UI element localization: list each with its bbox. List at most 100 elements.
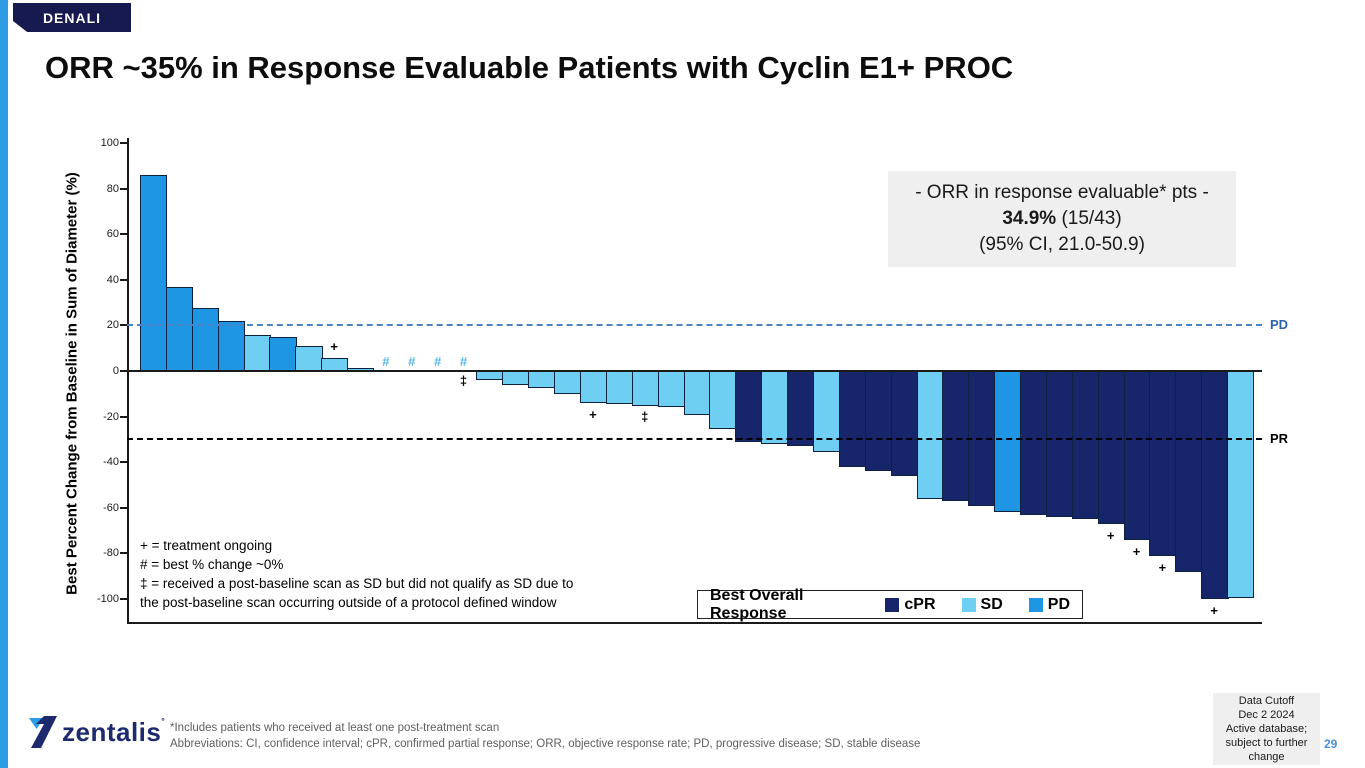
y-axis-tick	[120, 552, 127, 555]
marker-hash: #	[408, 354, 416, 369]
waterfall-bar	[502, 371, 530, 385]
waterfall-bar	[1020, 371, 1048, 515]
data-cutoff-box: Data Cutoff Dec 2 2024 Active database; sub…	[1213, 693, 1320, 765]
waterfall-bar	[864, 371, 893, 472]
trial-badge: DENALI	[13, 3, 131, 32]
waterfall-bar	[605, 371, 634, 405]
y-axis-tick	[120, 598, 127, 600]
y-axis-tick	[120, 415, 127, 418]
waterfall-bar	[1227, 371, 1255, 598]
waterfall-bar	[916, 371, 944, 499]
waterfall-bar	[890, 371, 918, 476]
trial-badge-label: DENALI	[42, 9, 102, 26]
footnote-abbreviations: Abbreviations: CI, confidence interval; …	[170, 738, 921, 750]
legend-swatch-cpr	[885, 597, 900, 612]
y-axis-tick	[120, 142, 127, 144]
legend-swatch-pd	[1028, 597, 1043, 612]
marker-plus: +	[1210, 603, 1218, 618]
legend-title: Best Overall Response	[710, 586, 804, 622]
waterfall-bar	[1175, 371, 1203, 572]
data-cutoff-line: Data Cutoff	[1238, 695, 1295, 707]
y-axis-tick-label: -40	[103, 456, 119, 469]
left-accent-stripe	[0, 0, 8, 768]
waterfall-bar	[1071, 371, 1100, 520]
note-hash: # = best % change ~0%	[140, 557, 284, 572]
marker-plus: +	[589, 406, 597, 422]
waterfall-bar	[1097, 371, 1125, 524]
data-cutoff-line: Dec 2 2024	[1238, 709, 1295, 721]
waterfall-bar	[528, 371, 556, 389]
y-axis-tick-label: 40	[106, 273, 119, 286]
x-axis	[127, 622, 1262, 624]
marker-hash: #	[382, 354, 390, 369]
waterfall-bar	[243, 334, 271, 371]
pr-threshold-label: PR	[1270, 431, 1289, 447]
zentalis-logo-text: zentalis˚	[62, 717, 166, 748]
y-axis-tick	[120, 278, 127, 281]
waterfall-bar	[631, 371, 660, 407]
slide-title: ORR ~35% in Response Evaluable Patients …	[45, 50, 1014, 85]
waterfall-bar	[554, 371, 582, 394]
legend-entry-sd: SD	[961, 595, 1003, 614]
waterfall-bar	[761, 371, 789, 444]
legend-label: PD	[1047, 595, 1070, 613]
waterfall-bar	[787, 371, 815, 447]
footnotes: *Includes patients who received at least…	[170, 720, 1070, 752]
pd-threshold-label: PD	[1270, 317, 1289, 333]
marker-plus: +	[1158, 559, 1167, 575]
logo-wordmark: zentalis	[62, 716, 162, 747]
waterfall-bar	[321, 358, 349, 371]
waterfall-bar	[476, 371, 504, 381]
orr-box-line3: (95% CI, 21.0-50.9)	[979, 234, 1145, 255]
legend-label: SD	[980, 595, 1003, 613]
marker-plus: +	[1106, 527, 1115, 543]
data-cutoff-line: Active database;	[1225, 723, 1308, 735]
waterfall-bar	[942, 371, 970, 501]
waterfall-bar	[1149, 371, 1177, 556]
y-axis-tick	[120, 370, 127, 372]
note-dagger-1: ‡ = received a post-baseline scan as SD …	[140, 576, 574, 591]
y-axis-tick-label: 60	[106, 228, 119, 241]
marker-hash: #	[459, 354, 468, 369]
y-axis-tick-label: -20	[103, 410, 119, 423]
orr-value: 34.9%	[1002, 208, 1057, 229]
note-dagger-2: the post-baseline scan occurring outside…	[140, 595, 557, 610]
waterfall-bar	[1201, 371, 1229, 599]
y-axis-tick	[120, 461, 127, 464]
zero-baseline	[127, 370, 1262, 372]
orr-fraction: (15/43)	[1056, 208, 1122, 229]
zentalis-logo: zentalis˚	[28, 712, 166, 752]
y-axis-tick	[120, 187, 127, 190]
legend-swatch-sd	[961, 597, 976, 612]
y-axis	[127, 138, 129, 622]
y-axis-tick	[120, 324, 127, 327]
y-axis-tick-label: -60	[103, 501, 119, 514]
marker-plus: +	[1132, 543, 1141, 559]
marker-hash: #	[434, 354, 442, 369]
note-plus: + = treatment ongoing	[140, 538, 273, 553]
marker-double-dagger: ‡	[641, 409, 649, 425]
orr-box-line2: 34.9% (15/43)	[888, 208, 1236, 230]
y-axis-tick-label: 20	[106, 319, 119, 332]
y-axis-tick-label: 100	[100, 137, 119, 149]
pr-threshold-line	[127, 438, 1262, 441]
waterfall-bar	[735, 371, 763, 442]
footnote-scan: *Includes patients who received at least…	[170, 722, 500, 734]
waterfall-bar	[994, 371, 1022, 513]
legend-entry-pd: PD	[1028, 595, 1070, 614]
y-axis-label: Best Percent Change from Baseline in Sum…	[63, 172, 81, 595]
waterfall-bar	[838, 371, 867, 467]
waterfall-bar	[140, 174, 168, 371]
marker-plus: +	[330, 339, 338, 355]
waterfall-bar	[1045, 371, 1074, 517]
logo-trademark: ˚	[161, 717, 166, 730]
chart-legend: Best Overall Response cPR SD PD	[697, 587, 1083, 622]
waterfall-bar	[657, 371, 685, 408]
waterfall-bar	[1123, 371, 1151, 540]
waterfall-bar	[295, 345, 323, 371]
waterfall-bar	[191, 308, 220, 371]
symbol-notes: + = treatment ongoing # = best % change …	[140, 536, 700, 612]
waterfall-bar	[165, 286, 194, 371]
